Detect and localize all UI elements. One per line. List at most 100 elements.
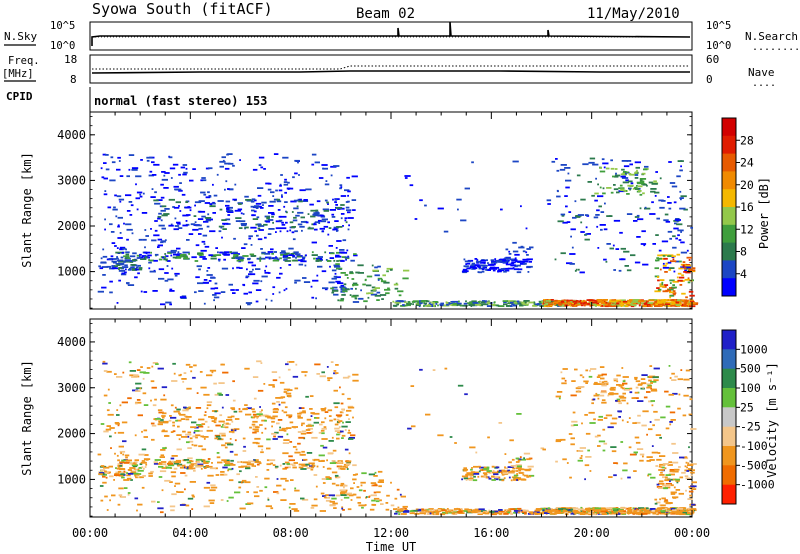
echo-cell xyxy=(300,468,307,470)
echo-cell xyxy=(579,447,586,449)
echo-cell xyxy=(654,418,660,421)
echo-cell xyxy=(212,294,217,296)
echo-cell xyxy=(317,258,320,261)
echo-cell xyxy=(412,303,414,306)
echo-cell xyxy=(668,288,674,291)
echo-cell xyxy=(491,479,496,481)
echo-cell xyxy=(445,512,448,515)
colorbar-tick-label: 25 xyxy=(740,400,754,414)
echo-cell xyxy=(288,455,293,458)
echo-cell xyxy=(609,508,614,511)
echo-cell xyxy=(346,409,352,412)
echo-cell xyxy=(330,361,334,363)
echo-cell xyxy=(114,194,117,197)
echo-cell xyxy=(607,511,610,513)
echo-cell xyxy=(648,385,652,388)
echo-cell xyxy=(503,270,507,273)
echo-cell xyxy=(541,508,548,510)
echo-cell xyxy=(356,486,360,488)
echo-cell xyxy=(334,372,339,374)
echo-cell xyxy=(348,429,350,432)
echo-cell xyxy=(220,499,224,501)
x-tick-label: 12:00 xyxy=(373,526,409,540)
echo-cell xyxy=(442,304,449,307)
echo-cell xyxy=(118,487,124,490)
echo-cell xyxy=(108,465,113,468)
echo-cell xyxy=(107,206,112,209)
echo-cell xyxy=(250,255,257,257)
echo-cell xyxy=(375,500,380,503)
echo-cell xyxy=(596,299,603,301)
echo-cell xyxy=(175,419,178,422)
echo-cell xyxy=(261,431,264,434)
echo-cell xyxy=(595,214,600,216)
echo-cell xyxy=(279,381,285,384)
echo-cell xyxy=(161,416,165,419)
echo-cell xyxy=(142,392,147,395)
echo-cell xyxy=(145,463,148,466)
echo-cell xyxy=(284,466,289,469)
echo-cell xyxy=(566,462,569,464)
echo-cell xyxy=(326,459,328,462)
echo-cell xyxy=(433,512,436,515)
echo-cell xyxy=(415,304,419,306)
echo-cell xyxy=(637,414,641,417)
echo-cell xyxy=(131,376,138,378)
echo-cell xyxy=(360,481,366,484)
echo-cell xyxy=(332,198,334,201)
echo-cell xyxy=(271,257,276,260)
echo-cell xyxy=(650,305,653,308)
echo-cell xyxy=(674,260,680,263)
echo-cell xyxy=(456,507,459,510)
echo-cell xyxy=(480,259,486,262)
echo-cell xyxy=(676,481,679,484)
echo-cell xyxy=(314,161,320,164)
echo-cell xyxy=(621,367,624,369)
echo-cell xyxy=(172,256,178,259)
echo-cell xyxy=(229,251,233,253)
echo-cell xyxy=(257,389,264,392)
echo-cell xyxy=(150,422,155,425)
echo-cell xyxy=(278,215,282,218)
echo-cell xyxy=(263,223,268,226)
echo-cell xyxy=(192,376,196,379)
echo-cell xyxy=(605,167,610,170)
echo-cell xyxy=(309,395,314,397)
echo-cell xyxy=(137,468,140,471)
echo-cell xyxy=(105,428,112,431)
echo-cell xyxy=(544,512,550,514)
y-tick-label: 1000 xyxy=(57,265,86,279)
echo-cell xyxy=(664,477,671,480)
echo-cell xyxy=(600,509,606,511)
echo-cell xyxy=(409,510,414,512)
echo-cell xyxy=(213,296,220,299)
echo-cell xyxy=(127,257,130,259)
echo-cell xyxy=(104,495,108,498)
echo-cell xyxy=(132,472,139,475)
echo-cell xyxy=(665,476,668,479)
echo-cell xyxy=(102,248,105,251)
echo-cell xyxy=(136,208,139,211)
echo-cell xyxy=(335,280,341,283)
echo-cell xyxy=(645,301,649,304)
echo-cell xyxy=(163,187,169,189)
echo-cell xyxy=(278,219,283,222)
echo-cell xyxy=(242,255,249,257)
echo-cell xyxy=(604,303,611,306)
echo-cell xyxy=(232,380,235,383)
echo-cell xyxy=(674,375,678,378)
echo-cell xyxy=(613,379,617,382)
echo-cell xyxy=(160,511,164,514)
echo-cell xyxy=(658,249,662,252)
echo-cell xyxy=(119,232,122,234)
echo-cell xyxy=(198,290,204,292)
echo-cell xyxy=(144,466,147,468)
echo-cell xyxy=(528,468,532,471)
echo-cell xyxy=(118,279,121,282)
echo-cell xyxy=(223,251,230,254)
echo-cell xyxy=(627,302,630,304)
echo-cell xyxy=(682,261,686,263)
echo-cell xyxy=(119,450,126,453)
echo-cell xyxy=(264,236,267,239)
echo-cell xyxy=(649,421,652,423)
